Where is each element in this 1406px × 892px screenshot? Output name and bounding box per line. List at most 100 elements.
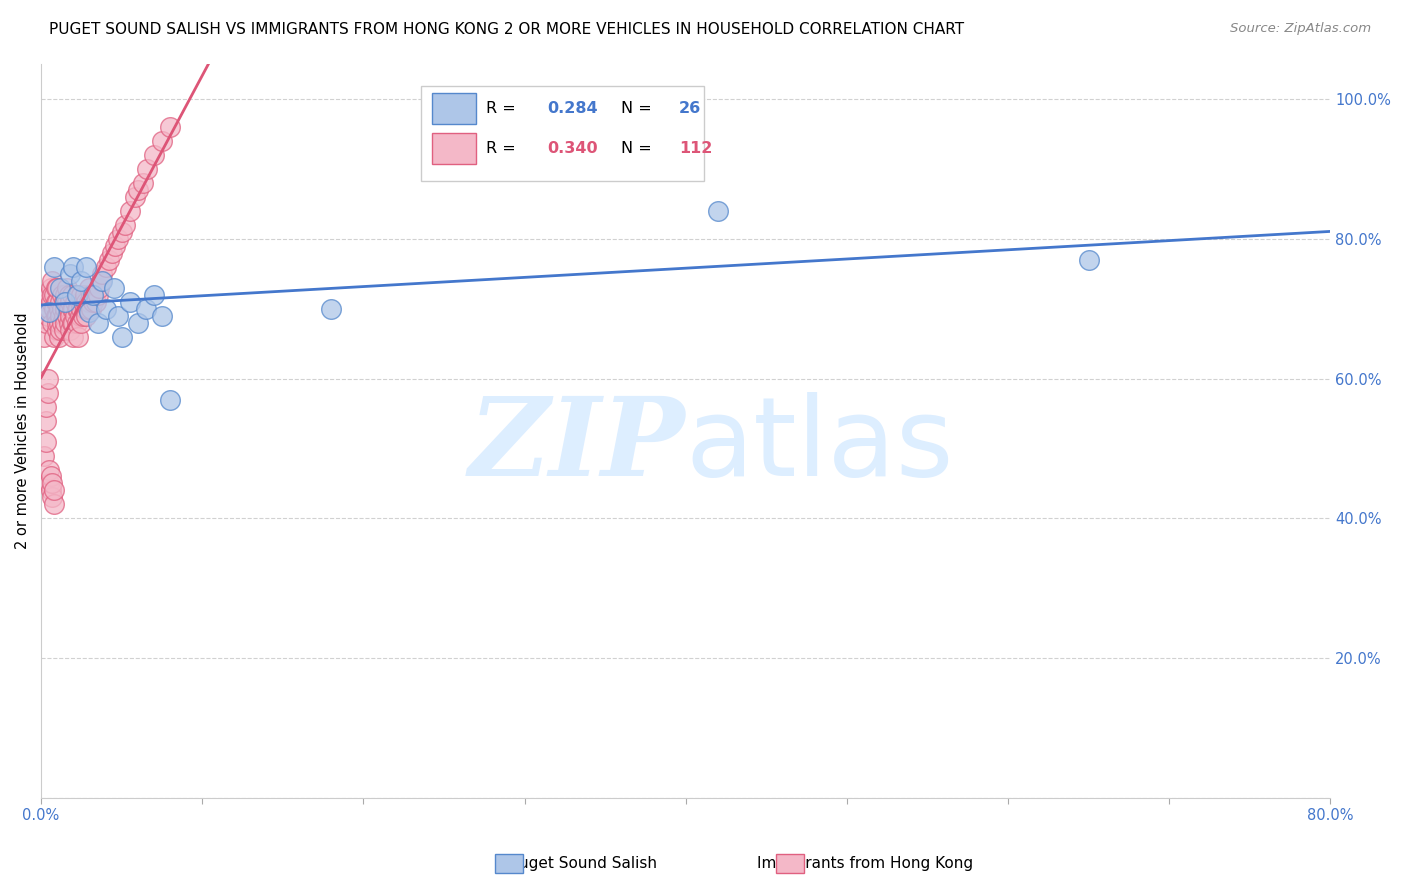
- Point: [42, 483, 65, 498]
- Point: [69, 309, 91, 323]
- Point: [46, 294, 69, 309]
- Point: [37, 385, 59, 400]
- Point: [104, 239, 127, 253]
- Point: [49, 281, 72, 295]
- Point: [38, 462, 60, 476]
- Point: [150, 309, 173, 323]
- Point: [79, 294, 101, 309]
- Point: [90, 274, 112, 288]
- Point: [73, 287, 96, 301]
- Point: [67, 329, 90, 343]
- Text: ZIP: ZIP: [470, 392, 686, 500]
- Point: [82, 287, 104, 301]
- Point: [76, 301, 98, 316]
- Point: [46, 316, 69, 330]
- Point: [101, 245, 124, 260]
- Point: [38, 305, 60, 319]
- Point: [321, 301, 343, 316]
- Point: [52, 294, 75, 309]
- Point: [56, 294, 79, 309]
- Text: 112: 112: [679, 141, 713, 156]
- Point: [94, 260, 117, 274]
- Point: [79, 305, 101, 319]
- Point: [60, 287, 83, 301]
- Point: [127, 183, 149, 197]
- Point: [42, 287, 65, 301]
- Point: [35, 400, 58, 414]
- Point: [65, 287, 87, 301]
- Y-axis label: 2 or more Vehicles in Household: 2 or more Vehicles in Household: [15, 313, 30, 549]
- Point: [52, 309, 75, 323]
- Point: [111, 329, 134, 343]
- Point: [111, 225, 134, 239]
- Point: [37, 309, 59, 323]
- Point: [53, 316, 76, 330]
- Text: 26: 26: [679, 101, 702, 116]
- Point: [97, 252, 120, 267]
- Point: [34, 329, 56, 343]
- FancyBboxPatch shape: [422, 87, 704, 181]
- Point: [131, 176, 153, 190]
- Point: [91, 267, 114, 281]
- Point: [60, 301, 83, 316]
- Point: [65, 316, 87, 330]
- Point: [67, 301, 90, 316]
- Point: [56, 281, 79, 295]
- Point: [58, 287, 80, 301]
- Point: [63, 309, 86, 323]
- Point: [91, 274, 114, 288]
- Point: [38, 287, 60, 301]
- Point: [58, 301, 80, 316]
- Point: [58, 316, 80, 330]
- Point: [35, 434, 58, 449]
- Point: [34, 449, 56, 463]
- Point: [53, 294, 76, 309]
- Point: [60, 316, 83, 330]
- Point: [39, 294, 62, 309]
- Point: [52, 323, 75, 337]
- Point: [83, 287, 105, 301]
- Text: 0.340: 0.340: [548, 141, 599, 156]
- Point: [79, 281, 101, 295]
- Point: [62, 316, 84, 330]
- Point: [42, 329, 65, 343]
- FancyBboxPatch shape: [432, 133, 475, 164]
- Point: [59, 294, 82, 309]
- Point: [142, 287, 165, 301]
- Point: [69, 294, 91, 309]
- Text: Immigrants from Hong Kong: Immigrants from Hong Kong: [756, 856, 973, 871]
- Point: [53, 287, 76, 301]
- Point: [46, 309, 69, 323]
- Point: [45, 294, 67, 309]
- Point: [62, 329, 84, 343]
- Point: [65, 287, 87, 301]
- Point: [135, 301, 157, 316]
- Point: [94, 301, 117, 316]
- Point: [107, 309, 129, 323]
- Point: [59, 267, 82, 281]
- Text: 0.284: 0.284: [548, 101, 599, 116]
- Point: [70, 274, 93, 288]
- Point: [75, 309, 97, 323]
- Point: [75, 260, 97, 274]
- Point: [51, 287, 73, 301]
- Point: [75, 294, 97, 309]
- Point: [48, 316, 70, 330]
- Point: [103, 281, 125, 295]
- Point: [63, 294, 86, 309]
- Point: [41, 491, 63, 505]
- FancyBboxPatch shape: [432, 93, 475, 123]
- Point: [118, 203, 141, 218]
- Point: [72, 309, 94, 323]
- Point: [41, 274, 63, 288]
- Point: [38, 476, 60, 491]
- Point: [46, 323, 69, 337]
- Point: [72, 294, 94, 309]
- Point: [51, 316, 73, 330]
- Point: [59, 309, 82, 323]
- Point: [127, 316, 149, 330]
- Point: [46, 281, 69, 295]
- Text: atlas: atlas: [686, 392, 955, 500]
- Point: [73, 301, 96, 316]
- Point: [49, 309, 72, 323]
